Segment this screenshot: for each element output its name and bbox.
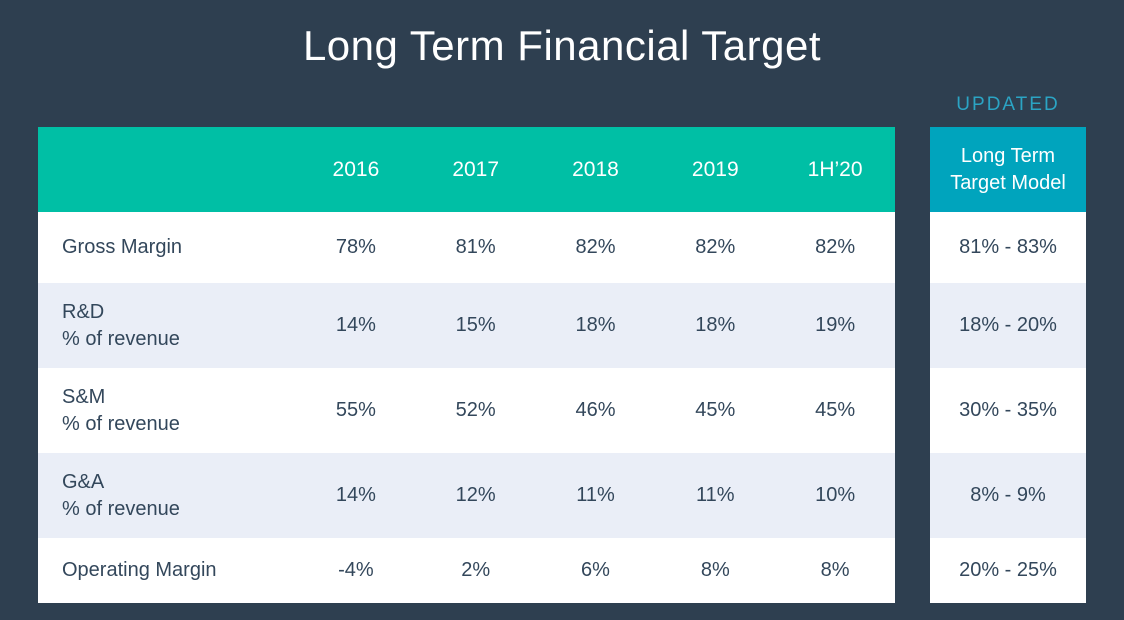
metric-value: -4% (338, 559, 374, 581)
table-row-rd: R&D % of revenue 14% 15% 18% 18% 19% (38, 283, 895, 368)
metric-value: 82% (695, 236, 736, 258)
column-header-2019: 2019 (691, 157, 739, 181)
row-sublabel: % of revenue (62, 327, 180, 350)
metric-value: 6% (581, 559, 610, 581)
metric-value: 55% (335, 399, 376, 421)
target-column-header: Long Term Target Model (930, 127, 1086, 212)
row-label: Operating Margin (62, 559, 217, 581)
row-label: S&M (62, 385, 106, 408)
metric-value: 15% (455, 314, 496, 336)
metric-value: 10% (815, 484, 856, 506)
column-header-2018: 2018 (572, 157, 619, 181)
row-sublabel: % of revenue (62, 412, 180, 435)
table-header-row: 2016 2017 2018 2019 1H’20 (38, 127, 895, 212)
column-header-2017: 2017 (452, 157, 500, 181)
row-label: G&A (62, 470, 105, 493)
metric-value: 78% (335, 236, 376, 258)
metric-value: 46% (575, 399, 616, 421)
metric-value: 14% (335, 314, 376, 336)
metric-value: 2% (461, 559, 491, 581)
row-sublabel: % of revenue (62, 497, 180, 520)
target-model-column: Long Term Target Model 81% - 83% 18% - 2… (930, 127, 1086, 603)
row-label-cell: Gross Margin (38, 234, 296, 261)
page-title: Long Term Financial Target (302, 22, 822, 69)
table-row-ga: G&A % of revenue 14% 12% 11% 11% 10% (38, 453, 895, 538)
metric-value: 12% (455, 484, 496, 506)
metric-value: 11% (696, 484, 735, 506)
row-label-cell: G&A % of revenue (38, 469, 296, 523)
row-label-cell: S&M % of revenue (38, 384, 296, 438)
row-label: Gross Margin (62, 236, 183, 258)
column-header-2016: 2016 (332, 157, 380, 181)
target-value: 81% - 83% (930, 212, 1086, 283)
metric-value: 52% (455, 399, 496, 421)
financial-table: 2016 2017 2018 2019 1H’20 Gross Margin 7… (38, 127, 895, 603)
metric-value: 11% (576, 484, 615, 506)
row-label-cell: R&D % of revenue (38, 299, 296, 353)
target-value: 8% - 9% (930, 453, 1086, 538)
table-row-sm: S&M % of revenue 55% 52% 46% 45% 45% (38, 368, 895, 453)
metric-value: 8% (700, 559, 730, 581)
row-label-cell: Operating Margin (38, 557, 296, 584)
target-value: 18% - 20% (930, 283, 1086, 368)
table-row-operating-margin: Operating Margin -4% 2% 6% 8% 8% (38, 538, 895, 603)
metric-value: 82% (575, 236, 616, 258)
metric-value: 45% (815, 399, 856, 421)
metric-value: 18% (695, 314, 736, 336)
metric-value: 45% (695, 399, 736, 421)
table-row-gross-margin: Gross Margin 78% 81% 82% 82% 82% (38, 212, 895, 283)
row-label: R&D (62, 300, 105, 323)
metric-value: 19% (815, 314, 856, 336)
updated-badge: UPDATED (956, 94, 1060, 115)
metric-value: 18% (575, 314, 616, 336)
metric-value: 14% (335, 484, 376, 506)
target-value: 30% - 35% (930, 368, 1086, 453)
metric-value: 81% (455, 236, 496, 258)
column-header-1h20: 1H’20 (807, 157, 863, 181)
target-value: 20% - 25% (930, 538, 1086, 603)
metric-value: 8% (820, 559, 850, 581)
metric-value: 82% (815, 236, 856, 258)
